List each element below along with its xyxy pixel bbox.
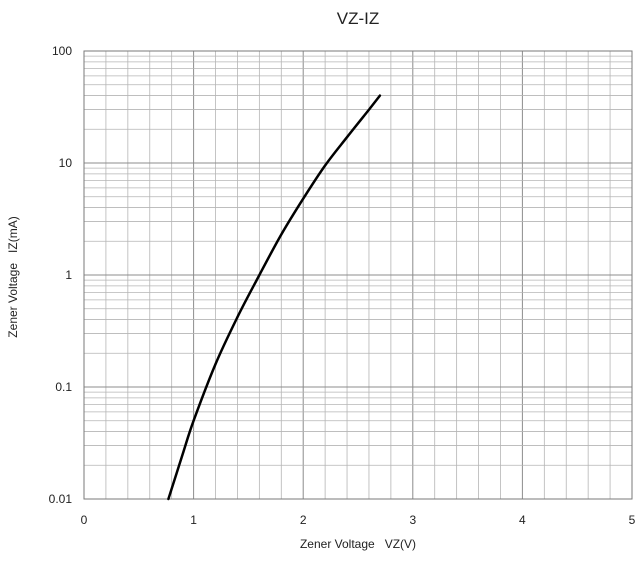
x-tick-label: 2 xyxy=(300,513,307,527)
y-tick-label: 0.1 xyxy=(55,380,72,394)
series-layer xyxy=(167,94,382,501)
plot-grid xyxy=(83,50,633,500)
series-line xyxy=(167,94,382,501)
y-tick-label: 100 xyxy=(52,44,72,58)
x-tick-label: 5 xyxy=(629,513,636,527)
y-tick-label: 1 xyxy=(65,268,72,282)
y-tick-label: 10 xyxy=(59,156,73,170)
chart-title: VZ-IZ xyxy=(337,9,380,28)
x-tick-label: 1 xyxy=(190,513,197,527)
x-tick-label: 3 xyxy=(409,513,416,527)
plot-frame xyxy=(83,50,633,500)
tick-labels: 0 1 2 3 4 5 0.01 0.1 1 10 100 xyxy=(49,44,636,527)
x-tick-label: 0 xyxy=(81,513,88,527)
y-tick-label: 0.01 xyxy=(49,492,73,506)
x-axis-label: Zener Voltage VZ(V) xyxy=(300,537,416,551)
x-tick-label: 4 xyxy=(519,513,526,527)
y-axis-label: Zener Voltage IZ(mA) xyxy=(6,216,20,337)
